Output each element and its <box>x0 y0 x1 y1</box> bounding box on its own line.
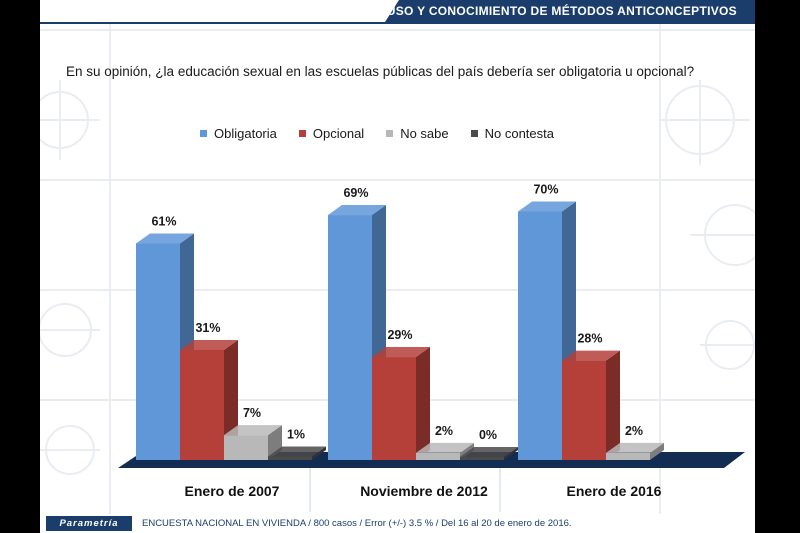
data-label-no-contesta: 1% <box>287 427 305 441</box>
bar-top-opcional <box>180 339 238 350</box>
data-label-no-contesta: 0% <box>479 428 497 442</box>
data-label-obligatoria: 61% <box>151 214 176 228</box>
data-label-opcional: 29% <box>387 328 412 342</box>
header-title: USO Y CONOCIMIENTO DE MÉTODOS ANTICONCEP… <box>386 4 737 18</box>
data-label-obligatoria: 70% <box>533 183 558 197</box>
bar-top-no-contesta <box>268 446 326 457</box>
data-label-no-sabe: 7% <box>243 406 261 420</box>
bar-top-no-sabe <box>224 425 282 436</box>
bar-opcional <box>180 349 224 460</box>
legend-swatch-no-contesta <box>470 129 478 137</box>
chart-legend: Obligatoria Opcional No sabe No contesta <box>200 124 554 142</box>
bar-no-contesta <box>268 456 312 460</box>
bar-no-sabe <box>224 435 268 460</box>
legend-item-opcional: Opcional <box>298 125 365 141</box>
legend-item-no-contesta: No contesta <box>470 125 554 141</box>
legend-label-opcional: Opcional <box>312 125 365 141</box>
bar-side-opcional <box>416 347 430 460</box>
data-label-no-sabe: 2% <box>625 424 643 438</box>
legend-label-no-sabe: No sabe <box>400 125 449 141</box>
footer: Parametría ENCUESTA NACIONAL EN VIVIENDA… <box>40 514 755 533</box>
legend-item-obligatoria: Obligatoria <box>200 126 277 141</box>
survey-question: En su opinión, ¿la educación sexual en l… <box>66 64 695 79</box>
bar-side-no-sabe <box>650 442 664 460</box>
bar-obligatoria <box>518 211 562 460</box>
bar-side-no-contesta <box>312 446 326 460</box>
header-bar: USO Y CONOCIMIENTO DE MÉTODOS ANTICONCEP… <box>40 0 755 22</box>
legend-item-no-sabe: No sabe <box>386 125 449 141</box>
bar-top-obligatoria <box>328 205 386 216</box>
parametria-logo: Parametría <box>46 516 132 531</box>
legend-swatch-no-sabe <box>386 129 394 137</box>
legend-swatch-opcional <box>298 129 306 137</box>
bar-obligatoria <box>136 243 180 460</box>
legend-swatch-obligatoria <box>200 129 207 137</box>
category-label: Enero de 2016 <box>567 483 662 499</box>
bar-no-sabe <box>416 452 460 460</box>
bar-no-contesta <box>460 457 504 460</box>
bar-top-no-contesta <box>460 447 518 457</box>
bar-no-sabe <box>606 452 650 460</box>
bar-top-obligatoria <box>136 233 194 244</box>
category-label: Enero de 2007 <box>185 483 280 499</box>
bar-top-obligatoria <box>518 201 576 212</box>
data-label-obligatoria: 69% <box>343 186 368 200</box>
footer-note: ENCUESTA NACIONAL EN VIVIENDA / 800 caso… <box>142 518 572 529</box>
data-label-no-sabe: 2% <box>435 424 453 438</box>
bar-obligatoria <box>328 215 372 460</box>
data-label-opcional: 31% <box>195 321 220 335</box>
header-band: USO Y CONOCIMIENTO DE MÉTODOS ANTICONCEP… <box>385 0 755 22</box>
category-label: Noviembre de 2012 <box>360 483 488 499</box>
header-divider <box>40 22 755 24</box>
bar-top-opcional <box>372 347 430 358</box>
data-label-opcional: 28% <box>577 332 602 346</box>
bar-top-opcional <box>562 350 620 361</box>
bar-chart: 61% 31% 7% 1% Enero de 2007 69% 29% 2% 0% Noviemb… <box>118 183 745 512</box>
legend-label-no-contesta: No contesta <box>484 125 554 141</box>
bar-opcional <box>562 360 606 460</box>
bar-opcional <box>372 357 416 460</box>
slide: USO Y CONOCIMIENTO DE MÉTODOS ANTICONCEP… <box>40 0 755 533</box>
bar-side-no-contesta <box>504 447 518 460</box>
bar-top-no-sabe <box>606 442 664 453</box>
bar-top-no-sabe <box>416 442 474 453</box>
legend-label-obligatoria: Obligatoria <box>214 125 277 141</box>
bar-side-opcional <box>606 350 620 460</box>
